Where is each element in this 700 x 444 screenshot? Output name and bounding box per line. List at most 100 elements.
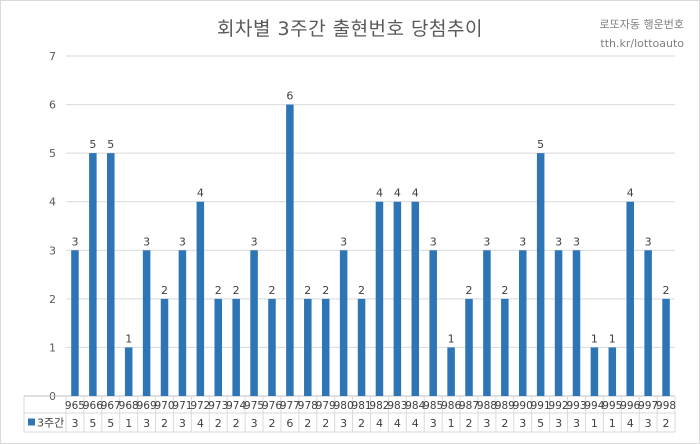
table-value: 5 — [107, 417, 114, 430]
category-label: 993 — [566, 400, 586, 412]
table-value: 4 — [627, 417, 634, 430]
watermark: 로또자동 행운번호 tth.kr/lottoauto — [600, 15, 684, 53]
category-label: 995 — [602, 400, 622, 412]
category-label: 968 — [119, 400, 139, 412]
data-label: 3 — [483, 235, 490, 248]
bar — [375, 201, 384, 396]
data-label: 2 — [501, 284, 508, 297]
category-label: 984 — [405, 400, 425, 412]
table-value: 3 — [645, 417, 652, 430]
data-label: 3 — [555, 235, 562, 248]
category-label: 982 — [369, 400, 389, 412]
table-value: 1 — [609, 417, 616, 430]
table-value: 2 — [663, 417, 670, 430]
y-tick-label: 4 — [49, 196, 56, 209]
table-value: 2 — [466, 417, 473, 430]
category-label: 990 — [513, 400, 533, 412]
table-value: 5 — [537, 417, 544, 430]
bar — [250, 250, 258, 396]
category-label: 989 — [495, 400, 515, 412]
y-tick-label: 2 — [49, 293, 56, 306]
data-label: 3 — [430, 235, 437, 248]
category-label: 979 — [316, 400, 336, 412]
data-label: 4 — [376, 187, 383, 200]
category-label: 966 — [83, 400, 103, 412]
table-value: 2 — [358, 417, 365, 430]
bar — [644, 250, 652, 396]
data-label: 3 — [71, 235, 78, 248]
table-value: 3 — [251, 417, 258, 430]
bar — [339, 250, 348, 396]
watermark-line-2: tth.kr/lottoauto — [600, 37, 684, 50]
data-label: 3 — [519, 235, 526, 248]
data-label: 4 — [197, 187, 204, 200]
y-tick-label: 1 — [49, 341, 56, 354]
category-label: 965 — [65, 400, 85, 412]
bar — [429, 250, 437, 396]
data-label: 2 — [215, 284, 222, 297]
bar — [590, 347, 599, 396]
bar — [107, 153, 115, 396]
table-value: 4 — [394, 417, 401, 430]
bar — [304, 298, 312, 396]
bar — [321, 298, 330, 396]
data-label: 5 — [537, 138, 544, 151]
data-label: 2 — [663, 284, 670, 297]
bar — [662, 298, 670, 396]
category-label: 971 — [172, 400, 192, 412]
table-value: 2 — [233, 417, 240, 430]
data-label: 6 — [286, 90, 293, 103]
data-label: 2 — [358, 284, 365, 297]
table-value: 4 — [376, 417, 383, 430]
data-label: 2 — [268, 284, 275, 297]
category-label: 969 — [137, 400, 157, 412]
data-label: 1 — [609, 332, 616, 345]
bar — [536, 153, 545, 396]
table-value: 3 — [483, 417, 490, 430]
table-value: 3 — [555, 417, 562, 430]
table-value: 3 — [71, 417, 78, 430]
bar — [196, 201, 205, 396]
category-label: 970 — [154, 400, 174, 412]
data-label: 4 — [394, 187, 401, 200]
table-value: 2 — [215, 417, 222, 430]
category-label: 975 — [244, 400, 264, 412]
table-value: 3 — [519, 417, 526, 430]
y-tick-label: 6 — [49, 99, 56, 112]
bar — [160, 298, 169, 396]
table-value: 3 — [430, 417, 437, 430]
category-label: 996 — [620, 400, 640, 412]
bar — [286, 104, 294, 397]
table-value: 3 — [340, 417, 347, 430]
bar — [124, 347, 133, 396]
data-label: 1 — [448, 332, 455, 345]
category-label: 987 — [459, 400, 479, 412]
bar — [89, 153, 97, 396]
bar — [71, 250, 79, 396]
category-label: 988 — [477, 400, 497, 412]
category-label: 997 — [638, 400, 658, 412]
table-value: 1 — [125, 417, 132, 430]
bar — [554, 250, 563, 396]
legend-swatch — [28, 418, 35, 426]
table-value: 2 — [161, 417, 168, 430]
category-label: 991 — [531, 400, 551, 412]
category-label: 973 — [208, 400, 228, 412]
bar — [142, 250, 151, 396]
data-label: 3 — [573, 235, 580, 248]
bar — [357, 298, 366, 396]
table-value: 4 — [197, 417, 204, 430]
bar — [501, 298, 509, 396]
data-label: 2 — [466, 284, 473, 297]
bar — [465, 298, 473, 396]
y-tick-label: 7 — [49, 50, 56, 63]
category-label: 992 — [549, 400, 569, 412]
table-value: 2 — [322, 417, 329, 430]
bar — [411, 201, 420, 396]
table-value: 2 — [501, 417, 508, 430]
data-label: 3 — [179, 235, 186, 248]
data-label: 2 — [304, 284, 311, 297]
bar — [214, 298, 223, 396]
data-label: 2 — [161, 284, 168, 297]
table-value: 2 — [268, 417, 275, 430]
